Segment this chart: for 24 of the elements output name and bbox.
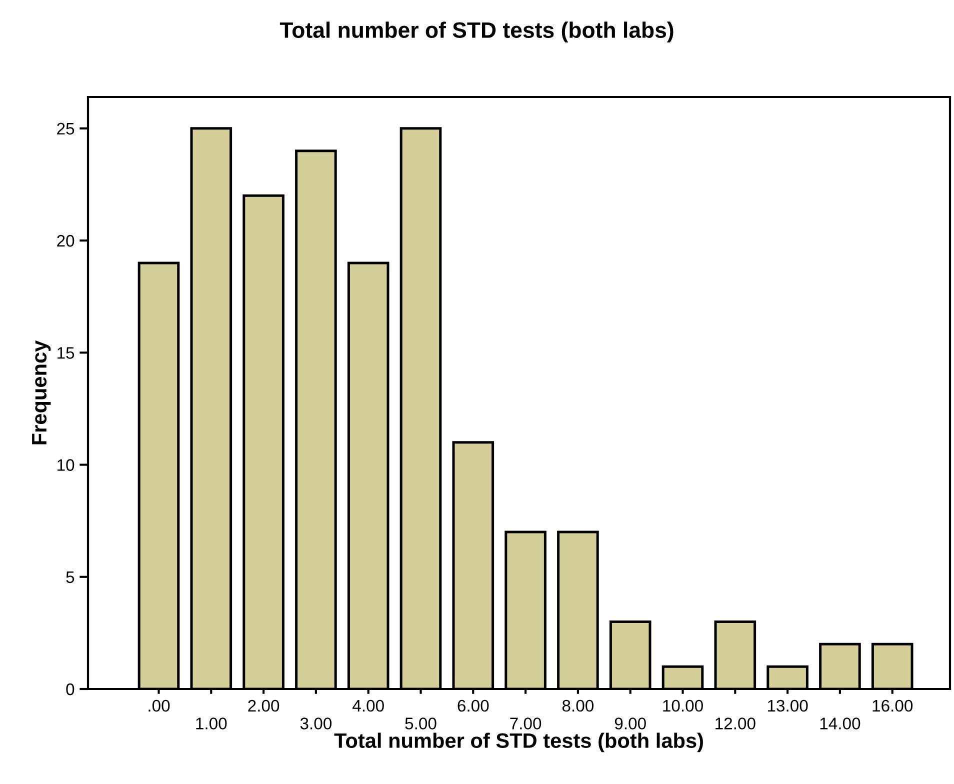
x-tick-label: 8.00 xyxy=(562,700,594,712)
y-tick-label: 0 xyxy=(66,683,74,696)
x-tick-label: 10.00 xyxy=(663,700,703,712)
y-tick-label: 20 xyxy=(57,234,74,247)
x-tick-label: 5.00 xyxy=(405,718,436,730)
x-tick-label: .00 xyxy=(148,700,170,712)
x-tick-label: 3.00 xyxy=(300,718,332,730)
x-axis-title: Total number of STD tests (both labs) xyxy=(334,732,703,752)
x-tick-label: 13.00 xyxy=(768,700,808,712)
y-tick-label: 5 xyxy=(66,571,74,584)
x-tick-label: 2.00 xyxy=(248,700,280,712)
x-tick-label: 14.00 xyxy=(820,718,860,730)
y-tick-label: 15 xyxy=(58,347,74,359)
x-tick-label: 12.00 xyxy=(716,718,756,730)
y-tick-label: 10 xyxy=(58,459,74,471)
y-tick-label: 25 xyxy=(57,122,74,135)
x-tick-label: 9.00 xyxy=(614,718,646,730)
x-tick-label: 16.00 xyxy=(872,700,913,712)
x-tick-label: 1.00 xyxy=(196,718,227,730)
x-tick-label: 7.00 xyxy=(510,718,542,730)
x-tick-label: 4.00 xyxy=(352,700,384,712)
y-axis-title: Frequency xyxy=(32,340,51,444)
x-tick-label: 6.00 xyxy=(458,700,489,712)
chart-title: Total number of STD tests (both labs) xyxy=(280,22,674,42)
